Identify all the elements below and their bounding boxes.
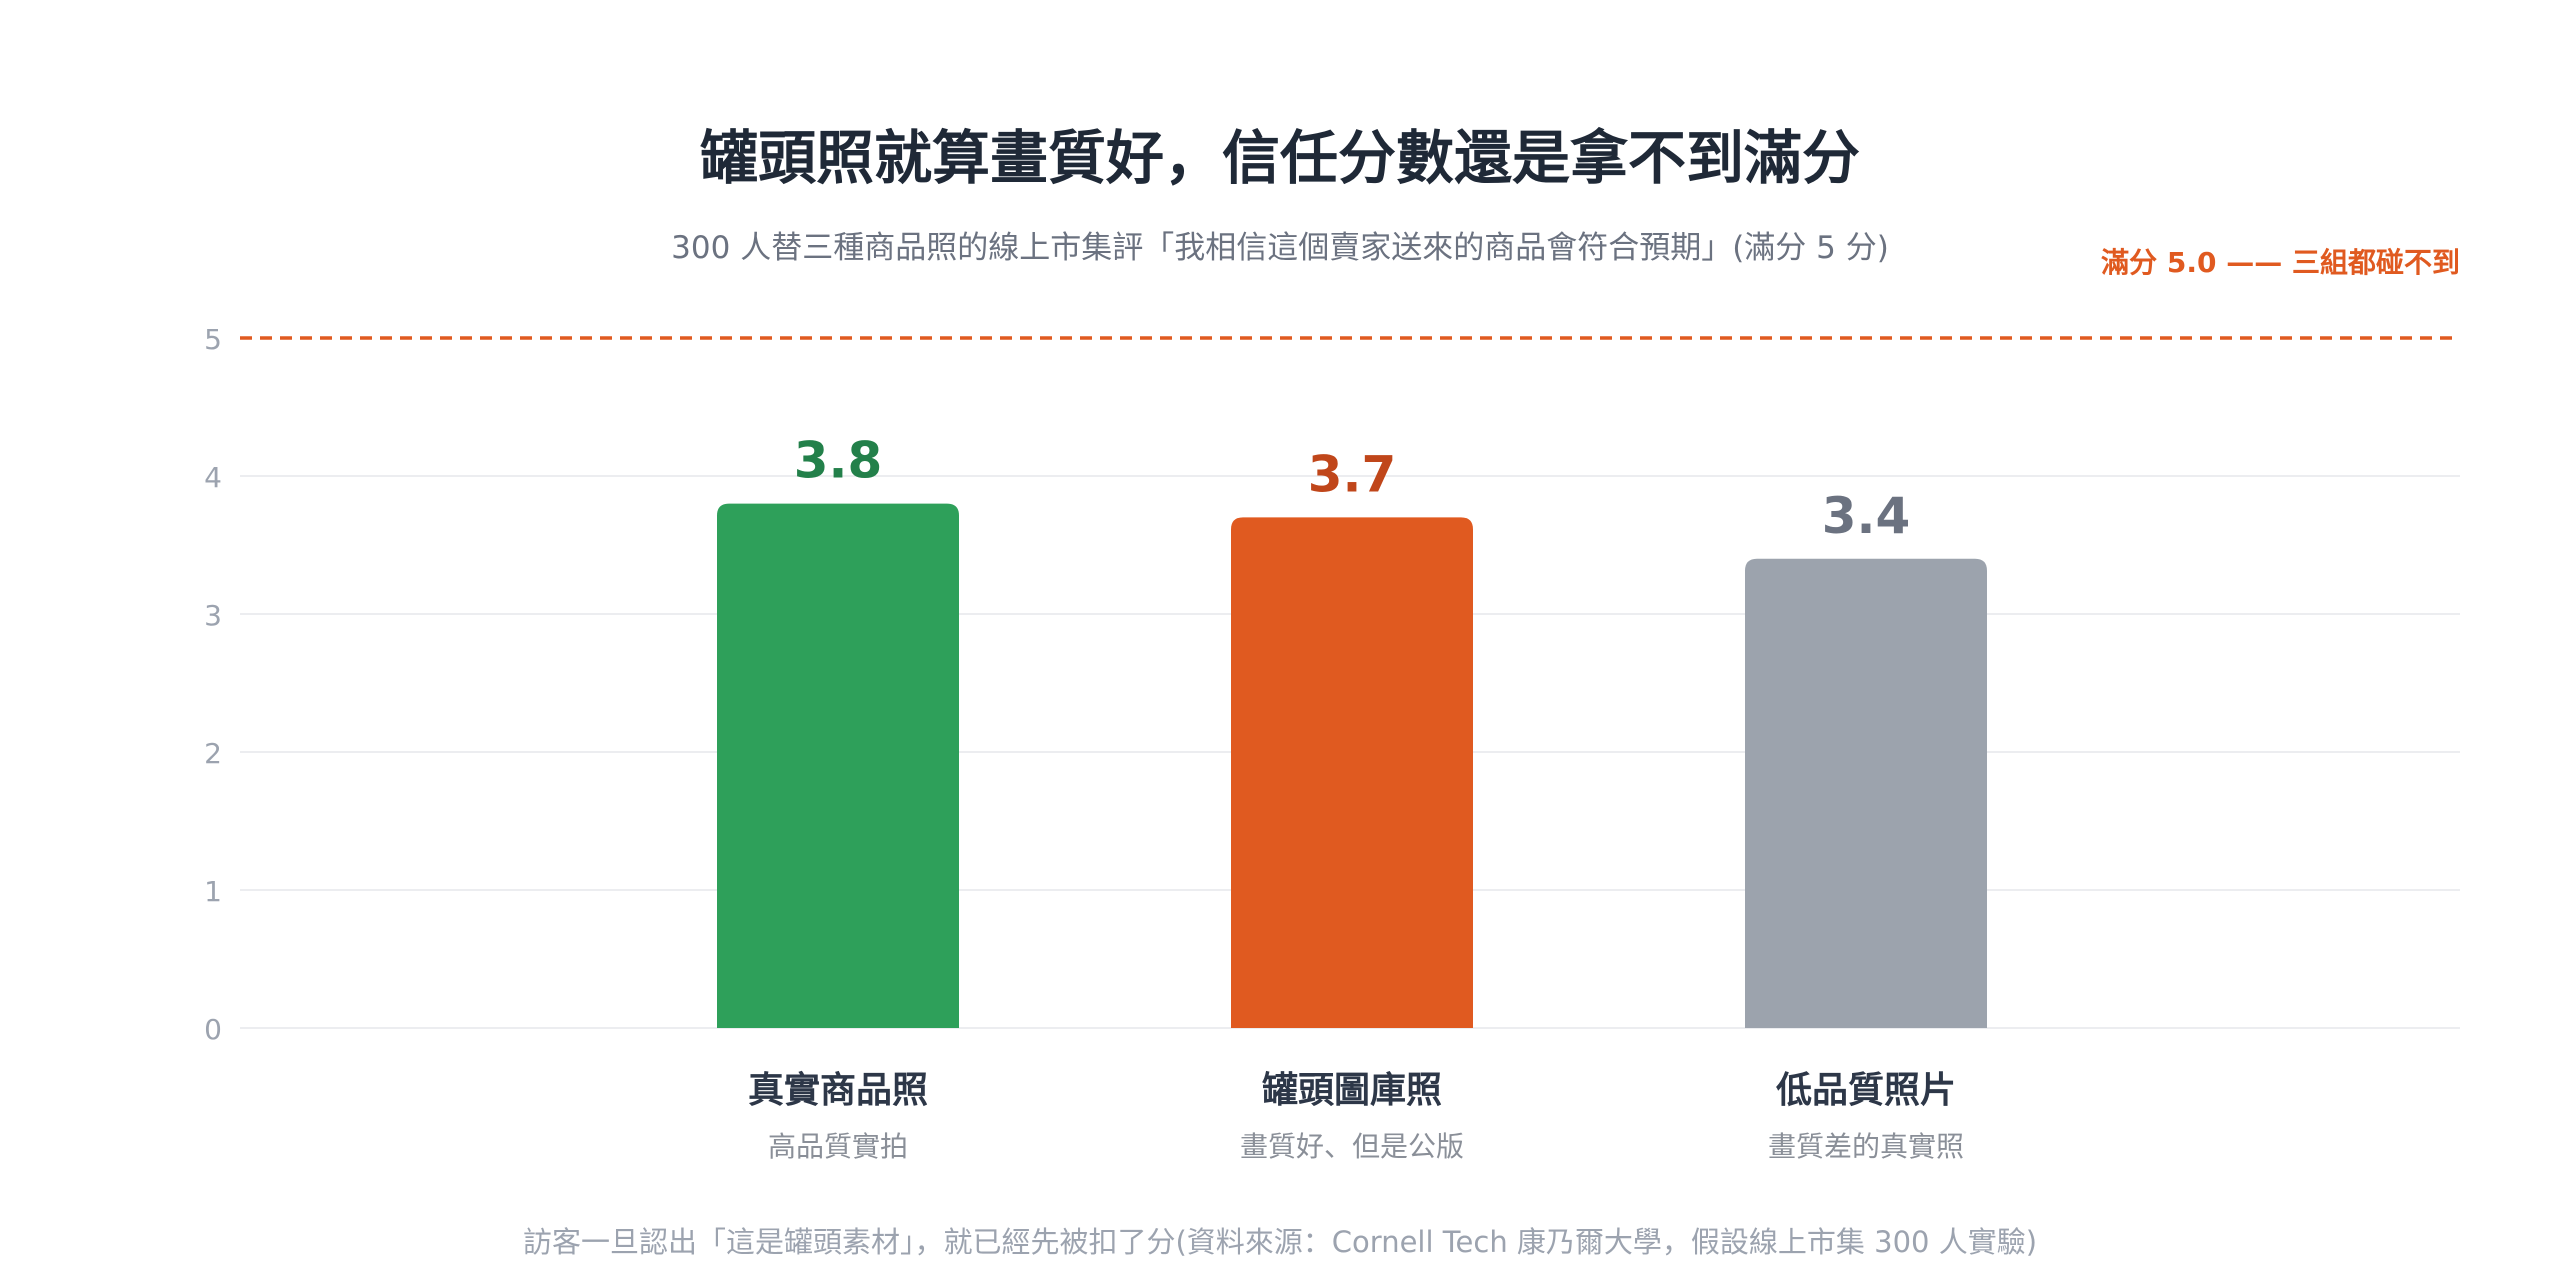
x-category-sublabel: 畫質好、但是公版 xyxy=(1240,1130,1464,1163)
bar-3 xyxy=(1745,558,1987,1028)
chart-footnote: 訪客一旦認出「這是罐頭素材」，就已經先被扣了分(資料來源：Cornell Tec… xyxy=(523,1225,2037,1259)
bar-value-label: 3.4 xyxy=(1822,487,1911,545)
y-tick-label: 2 xyxy=(204,737,222,770)
x-category-sublabel: 高品質實拍 xyxy=(768,1130,908,1163)
bar-value-label: 3.8 xyxy=(794,432,883,490)
y-tick-label: 5 xyxy=(204,323,222,356)
chart-title: 罐頭照就算畫質好，信任分數還是拿不到滿分 xyxy=(700,124,1860,192)
bar-1 xyxy=(717,503,959,1029)
y-tick-label: 4 xyxy=(204,461,222,494)
x-category-label: 罐頭圖庫照 xyxy=(1262,1070,1442,1111)
x-category-label: 真實商品照 xyxy=(748,1069,928,1111)
y-tick-label: 1 xyxy=(204,875,222,908)
bar-value-label: 3.7 xyxy=(1308,445,1397,503)
y-tick-label: 3 xyxy=(204,599,222,632)
bar-2 xyxy=(1231,517,1473,1028)
x-category-sublabel: 畫質差的真實照 xyxy=(1768,1130,1964,1163)
x-category-label: 低品質照片 xyxy=(1776,1070,1956,1111)
y-tick-label: 0 xyxy=(204,1013,222,1046)
reference-line-label: 滿分 5.0 —— 三組都碰不到 xyxy=(2101,246,2460,279)
chart-subtitle: 300 人替三種商品照的線上市集評「我相信這個賣家送來的商品會符合預期」(滿分 … xyxy=(671,230,1889,266)
